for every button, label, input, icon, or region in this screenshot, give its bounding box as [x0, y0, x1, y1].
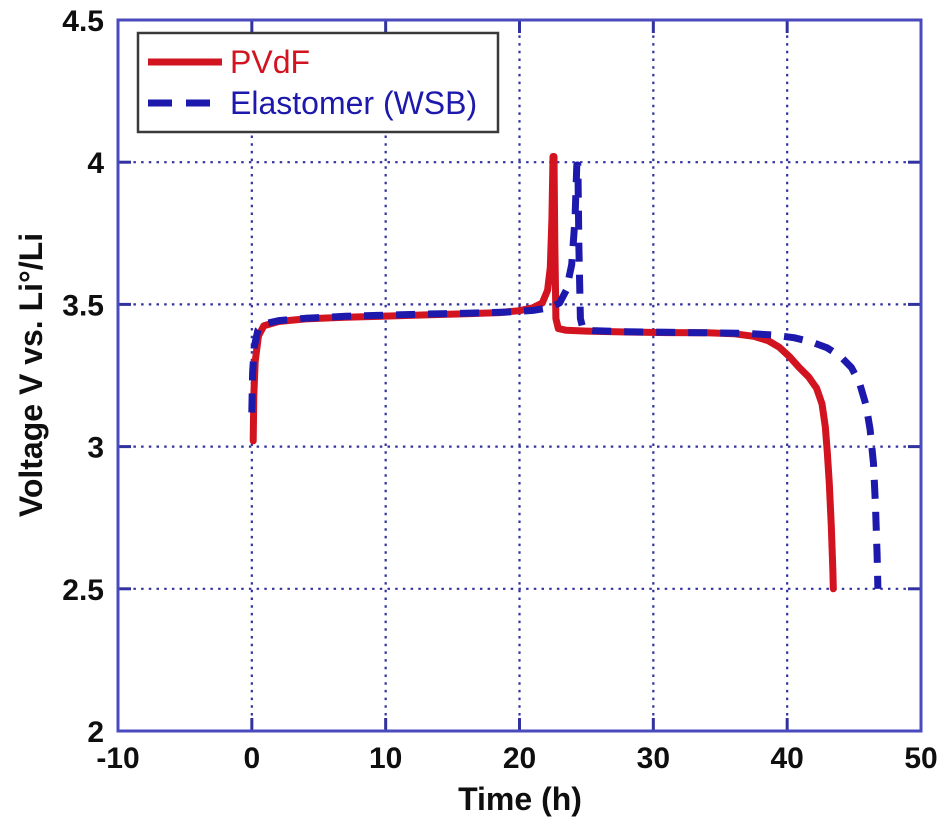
- y-tick-label: 2: [87, 716, 104, 749]
- x-tick-label: 10: [369, 742, 402, 775]
- y-tick-label: 3.5: [62, 289, 104, 322]
- y-tick-label: 3: [87, 432, 104, 465]
- x-tick-label: 20: [503, 742, 536, 775]
- y-tick-label: 4: [87, 147, 104, 180]
- legend-box: [136, 31, 500, 134]
- x-tick-label: 30: [637, 742, 670, 775]
- plot-frame: [116, 18, 923, 733]
- series-line-elastomer-wsb: [248, 161, 882, 589]
- x-axis-title: Time (h): [458, 781, 582, 817]
- x-tick-label: 50: [904, 742, 937, 775]
- series-line-pvdf: [249, 153, 837, 593]
- x-tick-label: -10: [96, 742, 139, 775]
- y-tick-label: 2.5: [62, 574, 104, 607]
- x-tick-label: 40: [770, 742, 803, 775]
- y-axis-title: Voltage V vs. Li°/Li: [13, 233, 49, 517]
- x-tick-label: 0: [243, 742, 260, 775]
- legend-label-pvdf: PVdF: [230, 44, 310, 80]
- y-tick-label: 4.5: [62, 5, 104, 38]
- legend-label-elastomer-wsb: Elastomer (WSB): [230, 85, 477, 121]
